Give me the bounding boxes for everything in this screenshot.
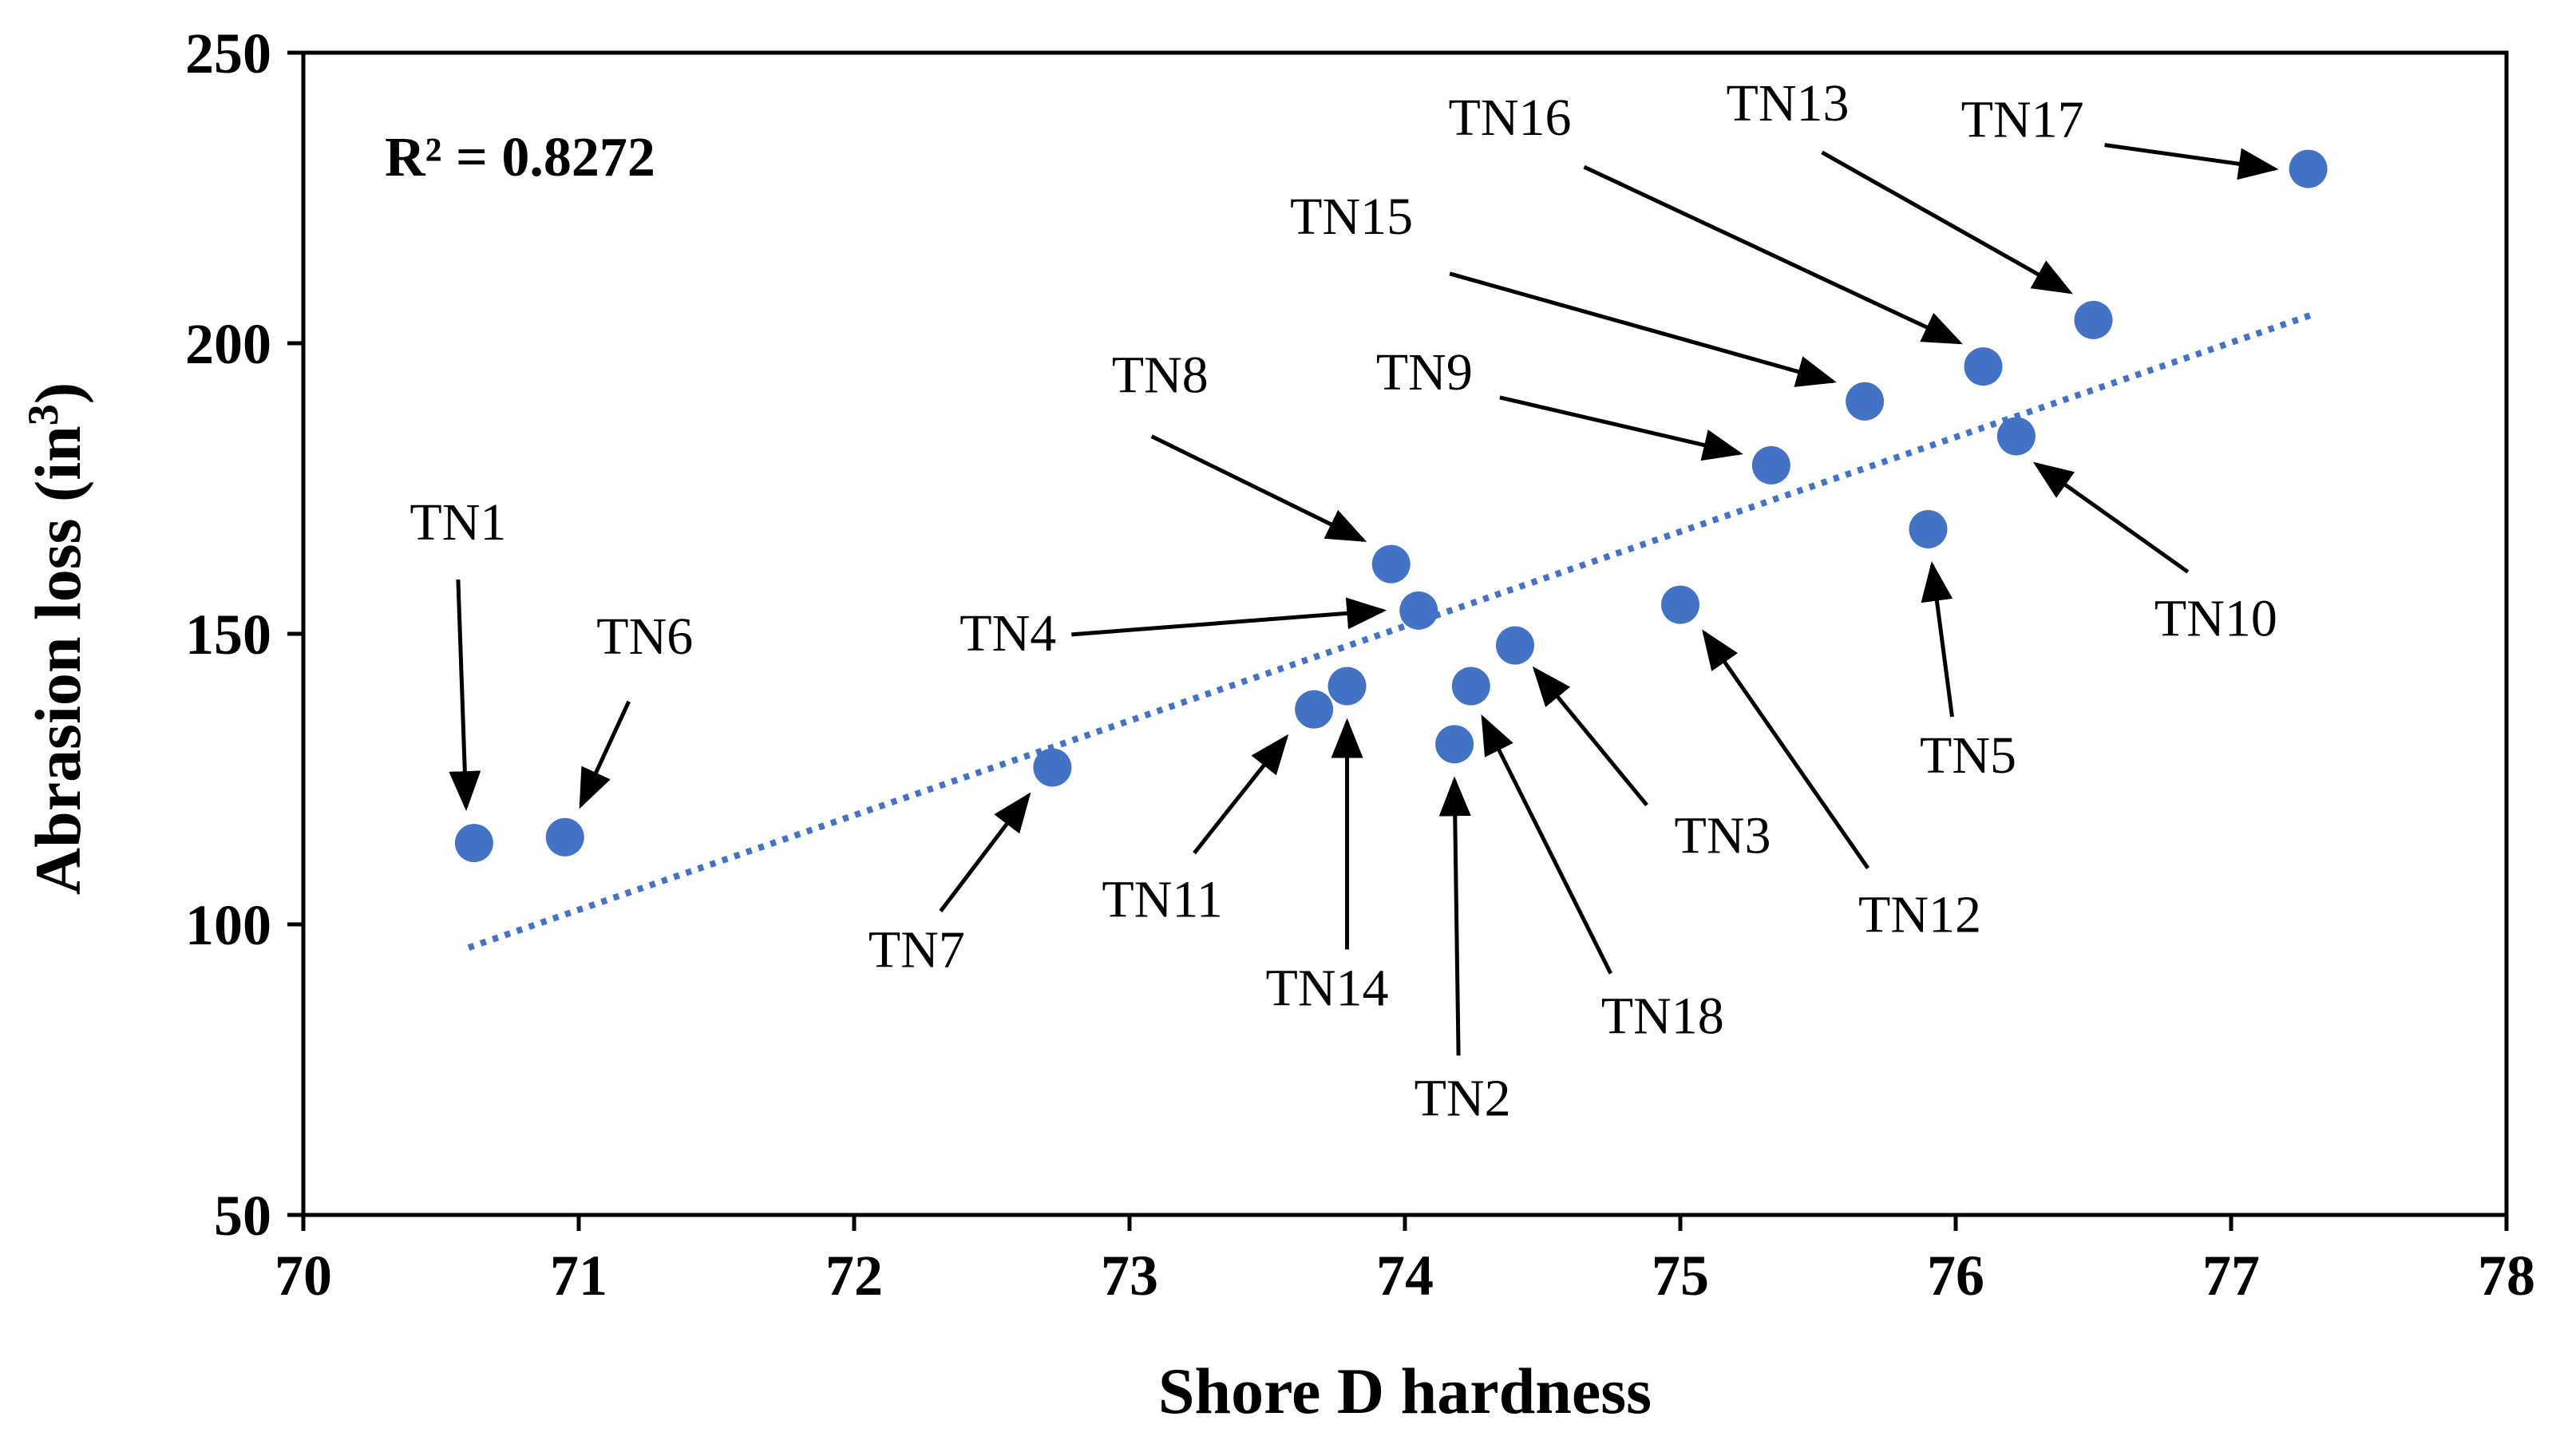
x-axis-ticks: 70 71 72 73 74 75 76 77 78 <box>275 1215 2535 1308</box>
y-tick-label: 150 <box>185 603 271 667</box>
annotation-arrow <box>1702 629 1870 870</box>
annotation-arrow <box>939 792 1031 912</box>
point-labels: TN1 TN2 TN3 TN4 TN5 TN6 TN7 TN8 TN9 TN10 TN11 TN12 T… <box>410 74 2277 1127</box>
point-label: TN2 <box>1414 1069 1511 1127</box>
r-squared-label: R² = 0.8272 <box>385 127 655 188</box>
annotation-arrow <box>1449 271 1837 387</box>
data-point <box>1371 544 1411 584</box>
y-axis-title-superscript: 3 <box>19 404 67 425</box>
point-label: TN14 <box>1266 959 1389 1018</box>
x-tick-label: 74 <box>1376 1244 1434 1308</box>
data-point <box>1295 690 1334 729</box>
x-tick-label: 73 <box>1101 1244 1158 1308</box>
annotation-arrow <box>1193 734 1289 855</box>
annotation-arrow <box>2104 143 2279 180</box>
point-label: TN5 <box>1920 726 2016 785</box>
point-label: TN16 <box>1449 89 1572 147</box>
point-label: TN8 <box>1112 346 1209 405</box>
point-label: TN1 <box>410 493 506 552</box>
point-label: TN12 <box>1858 886 1981 944</box>
point-label: TN7 <box>868 920 965 979</box>
annotation-arrow <box>1499 395 1743 461</box>
point-label: TN10 <box>2154 589 2277 647</box>
y-tick-label: 250 <box>185 22 271 85</box>
data-point <box>1996 417 2036 456</box>
point-label: TN15 <box>1290 188 1413 246</box>
point-label: TN9 <box>1376 343 1473 402</box>
data-point <box>454 824 493 863</box>
x-tick-label: 78 <box>2478 1244 2535 1308</box>
y-tick-label: 50 <box>214 1184 271 1248</box>
annotation-arrow <box>1150 434 1367 542</box>
data-point <box>1496 626 1534 665</box>
data-point <box>1964 347 2003 386</box>
annotation-arrow <box>1438 776 1471 1056</box>
x-tick-label: 72 <box>825 1244 883 1308</box>
data-point <box>1435 725 1474 764</box>
x-tick-label: 76 <box>1927 1244 1984 1308</box>
point-label: TN17 <box>1961 91 2084 149</box>
annotation-arrow <box>1481 714 1613 975</box>
data-points <box>454 149 2328 863</box>
annotation-arrow <box>1583 164 1964 345</box>
x-tick-label: 75 <box>1652 1244 1709 1308</box>
x-axis-title: Shore D hardness <box>1158 1355 1652 1427</box>
point-label: TN4 <box>959 604 1056 663</box>
data-point <box>1451 667 1490 706</box>
annotation-arrow <box>449 579 481 812</box>
data-point <box>1661 585 1699 624</box>
annotation-arrow <box>1921 561 1954 718</box>
y-axis-title: Abrasion loss (in3) <box>19 382 94 895</box>
x-tick-label: 77 <box>2202 1244 2260 1308</box>
data-point <box>1909 509 1948 548</box>
y-axis-title-main: Abrasion loss (in <box>22 425 94 895</box>
point-label: TN13 <box>1727 74 1850 133</box>
annotation-arrow <box>1532 666 1648 807</box>
y-tick-label: 100 <box>185 893 271 957</box>
point-label: TN6 <box>596 607 693 666</box>
data-point <box>545 817 584 857</box>
y-tick-label: 200 <box>185 312 271 376</box>
point-label: TN3 <box>1675 807 1771 865</box>
y-axis-title-close: ) <box>22 382 94 404</box>
plot-area <box>301 50 2509 1217</box>
point-label: TN11 <box>1102 871 1223 929</box>
annotation-arrow <box>579 700 631 809</box>
annotation-arrows <box>449 143 2279 1056</box>
y-axis-ticks: 50 100 150 200 250 <box>185 22 303 1248</box>
data-point <box>1751 445 1790 485</box>
annotation-arrow <box>2032 461 2190 574</box>
point-label: TN18 <box>1601 987 1724 1046</box>
data-point <box>2289 149 2328 188</box>
annotation-arrow <box>1821 150 2073 295</box>
x-tick-label: 71 <box>550 1244 607 1308</box>
x-tick-label: 70 <box>275 1244 332 1308</box>
data-point <box>1846 382 1885 421</box>
trendline <box>467 311 2315 951</box>
data-point <box>1399 591 1438 630</box>
annotation-arrow <box>1071 597 1387 637</box>
data-point <box>2074 300 2113 339</box>
data-point <box>1327 667 1367 706</box>
data-point <box>1033 748 1072 787</box>
